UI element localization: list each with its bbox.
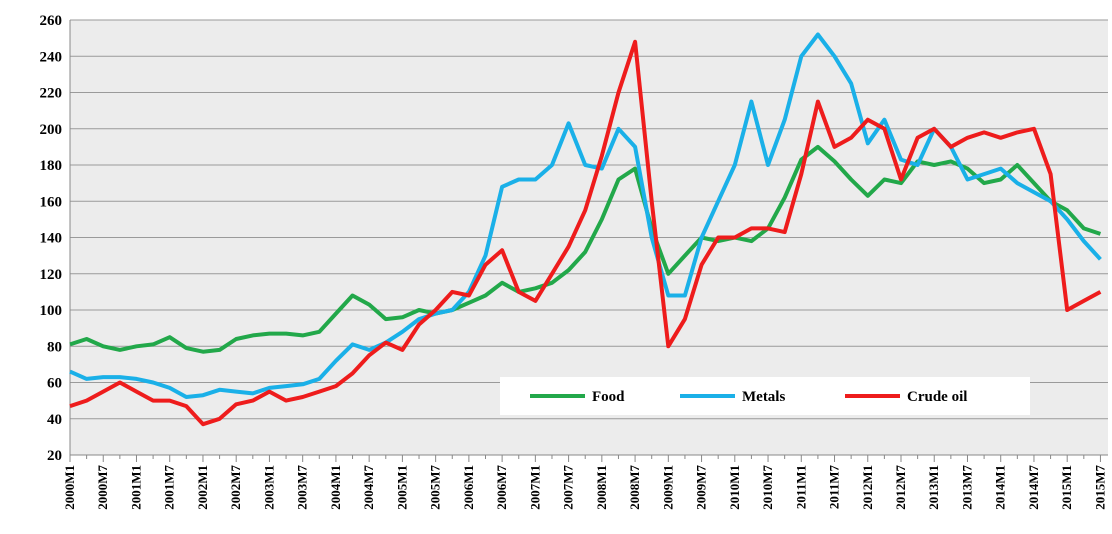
x-tick-label: 2014M1 xyxy=(993,465,1008,510)
legend-label: Crude oil xyxy=(907,389,967,405)
y-tick-label: 240 xyxy=(40,49,63,65)
x-tick-label: 2015M1 xyxy=(1059,465,1074,510)
y-tick-label: 100 xyxy=(40,303,63,319)
x-tick-label: 2003M1 xyxy=(261,465,276,510)
x-tick-label: 2001M1 xyxy=(128,465,143,510)
y-tick-label: 180 xyxy=(40,158,63,174)
x-tick-label: 2007M1 xyxy=(527,465,542,510)
y-tick-label: 260 xyxy=(40,13,63,29)
x-tick-label: 2002M7 xyxy=(228,465,243,510)
x-tick-label: 2015M7 xyxy=(1092,465,1107,510)
x-tick-label: 2005M1 xyxy=(394,465,409,510)
data-line xyxy=(69,39,1102,427)
x-tick-label: 2008M7 xyxy=(627,465,642,510)
x-tick-label: 2001M7 xyxy=(162,465,177,510)
legend-label: Food xyxy=(592,389,625,405)
legend-label: Metals xyxy=(742,389,785,405)
y-tick-label: 60 xyxy=(47,376,62,392)
x-tick-label: 2012M7 xyxy=(893,465,908,510)
y-tick-label: 200 xyxy=(40,122,63,138)
x-tick-label: 2007M7 xyxy=(561,465,576,510)
x-tick-label: 2014M7 xyxy=(1026,465,1041,510)
legend: Food Metals Crude oil xyxy=(500,377,1030,415)
x-tick-label: 2013M7 xyxy=(959,465,974,510)
y-tick-label: 220 xyxy=(40,86,63,102)
x-tick-label: 2010M7 xyxy=(760,465,775,510)
x-tick-label: 2009M7 xyxy=(694,465,709,510)
y-tick-label: 20 xyxy=(47,448,62,464)
x-tick-label: 2003M7 xyxy=(295,465,310,510)
x-tick-label: 2005M7 xyxy=(428,465,443,510)
y-tick-label: 160 xyxy=(40,194,63,210)
data-line xyxy=(69,32,1102,399)
y-tick-label: 40 xyxy=(47,412,62,428)
x-tick-label: 2004M7 xyxy=(361,465,376,510)
x-tick-label: 2008M1 xyxy=(594,465,609,510)
x-tick-label: 2013M1 xyxy=(926,465,941,510)
y-tick-label: 140 xyxy=(40,231,63,247)
y-tick-label: 80 xyxy=(47,339,62,355)
x-tick-label: 2012M1 xyxy=(860,465,875,510)
x-tick-label: 2006M7 xyxy=(494,465,509,510)
x-tick-label: 2010M1 xyxy=(727,465,742,510)
x-tick-label: 2002M1 xyxy=(195,465,210,510)
x-tick-label: 2011M7 xyxy=(827,465,842,510)
legend-box xyxy=(500,377,1030,415)
x-tick-label: 2000M7 xyxy=(95,465,110,510)
data-line xyxy=(69,144,1102,354)
x-tick-label: 2006M1 xyxy=(461,465,476,510)
x-tick-label: 2009M1 xyxy=(660,465,675,510)
x-tick-label: 2000M1 xyxy=(62,465,77,510)
y-tick-label: 120 xyxy=(40,267,63,283)
x-tick-label: 2011M1 xyxy=(793,465,808,509)
x-tick-label: 2004M1 xyxy=(328,465,343,510)
